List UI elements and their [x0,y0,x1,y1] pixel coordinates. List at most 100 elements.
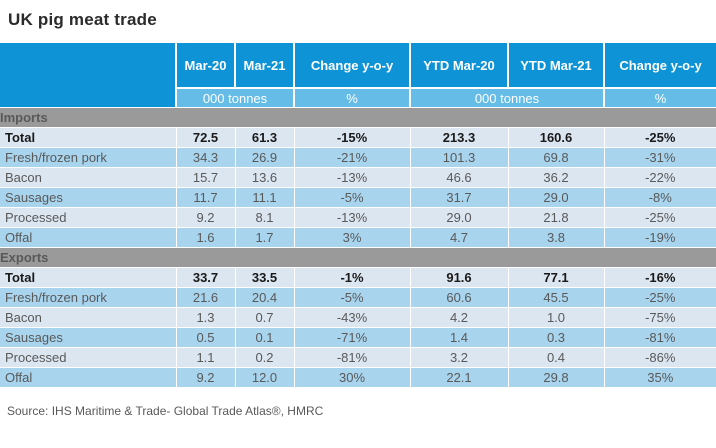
table-cell: 45.5 [507,287,604,308]
table-cell: -25% [603,207,716,228]
table-cell: 3.8 [507,227,604,248]
table-cell: -15% [293,127,410,148]
table-cell: -75% [603,307,716,328]
table-cell: 29.0 [409,207,508,228]
unit-label-ytd-percent: % [603,87,716,108]
table-row: Bacon 1.3 0.7 -43% 4.2 1.0 -75% [0,307,716,328]
table-cell: 8.1 [234,207,294,228]
table-cell: 3.2 [409,347,508,368]
table-cell: 15.7 [175,167,235,188]
table-cell: -81% [603,327,716,348]
table-cell: 0.5 [175,327,235,348]
unit-label-ytd-tonnes: 000 tonnes [409,87,604,108]
section-imports: Imports Total 72.5 61.3 -15% 213.3 160.6 -25% F… [0,107,716,248]
table-header: Mar-20 Mar-21 Change y-o-y YTD Mar-20 YT… [0,43,716,108]
row-label: Fresh/frozen pork [0,287,176,308]
section-title: Imports [0,107,716,128]
table-cell: -71% [293,327,410,348]
table-cell: 1.6 [175,227,235,248]
table-cell: 60.6 [409,287,508,308]
table-cell: -1% [293,267,410,288]
table-cell: 11.1 [234,187,294,208]
table-cell: 160.6 [507,127,604,148]
table-row: Processed 1.1 0.2 -81% 3.2 0.4 -86% [0,347,716,368]
table-cell: 34.3 [175,147,235,168]
table-row: Bacon 15.7 13.6 -13% 46.6 36.2 -22% [0,167,716,188]
table-cell: -43% [293,307,410,328]
table-cell: -8% [603,187,716,208]
table-cell: 213.3 [409,127,508,148]
column-header-change: Change y-o-y [293,43,410,88]
table-cell: -13% [293,167,410,188]
table-cell: -86% [603,347,716,368]
table-cell: 21.8 [507,207,604,228]
header-row: Mar-20 Mar-21 Change y-o-y YTD Mar-20 YT… [0,43,716,108]
unit-label-tonnes: 000 tonnes [175,87,294,108]
table-cell: 77.1 [507,267,604,288]
table-cell: -5% [293,187,410,208]
table-cell: 4.2 [409,307,508,328]
table-cell: 72.5 [175,127,235,148]
row-label: Total [0,127,176,148]
units-row: 000 tonnes % 000 tonnes % [0,87,716,108]
table-cell: 91.6 [409,267,508,288]
table-cell: -31% [603,147,716,168]
table-cell: 36.2 [507,167,604,188]
table-cell: 0.2 [234,347,294,368]
table-row: Total 33.7 33.5 -1% 91.6 77.1 -16% [0,267,716,288]
table-cell: 12.0 [234,367,294,387]
table-cell: 11.7 [175,187,235,208]
table-cell: -21% [293,147,410,168]
row-label: Offal [0,227,176,248]
source-attribution: Source: IHS Maritime & Trade- Global Tra… [7,404,324,418]
table-cell: 1.0 [507,307,604,328]
row-label: Bacon [0,307,176,328]
row-label: Fresh/frozen pork [0,147,176,168]
table-cell: 29.8 [507,367,604,387]
row-label: Total [0,267,176,288]
row-label: Bacon [0,167,176,188]
table-cell: 46.6 [409,167,508,188]
table-row: Sausages 0.5 0.1 -71% 1.4 0.3 -81% [0,327,716,348]
row-label: Sausages [0,187,176,208]
column-header-mar20: Mar-20 [175,43,235,88]
table-cell: 1.3 [175,307,235,328]
page-title: UK pig meat trade [8,10,157,29]
unit-label-percent: % [293,87,410,108]
section-title: Exports [0,247,716,268]
table-cell: 3% [293,227,410,248]
table-cell: 13.6 [234,167,294,188]
table-cell: -19% [603,227,716,248]
section-header-row: Exports [0,247,716,268]
table-cell: 21.6 [175,287,235,308]
section-exports: Exports Total 33.7 33.5 -1% 91.6 77.1 -16% Fres… [0,247,716,387]
table-cell: 1.7 [234,227,294,248]
table-cell: 0.7 [234,307,294,328]
table-cell: 29.0 [507,187,604,208]
table-cell: 61.3 [234,127,294,148]
table-cell: 35% [603,367,716,387]
table-row: Total 72.5 61.3 -15% 213.3 160.6 -25% [0,127,716,148]
table-cell: 69.8 [507,147,604,168]
trade-table: Mar-20 Mar-21 Change y-o-y YTD Mar-20 YT… [0,43,716,387]
table-row: Processed 9.2 8.1 -13% 29.0 21.8 -25% [0,207,716,228]
column-header-ytd-mar21: YTD Mar-21 [507,43,604,88]
table-cell: -5% [293,287,410,308]
column-header-mar21: Mar-21 [234,43,294,88]
table-cell: 4.7 [409,227,508,248]
table-cell: 1.4 [409,327,508,348]
table-cell: -25% [603,127,716,148]
section-header-row: Imports [0,107,716,128]
table-cell: 33.5 [234,267,294,288]
table-cell: 0.1 [234,327,294,348]
table-cell: -22% [603,167,716,188]
table-row: Offal 1.6 1.7 3% 4.7 3.8 -19% [0,227,716,248]
table-cell: 33.7 [175,267,235,288]
table-cell: 26.9 [234,147,294,168]
table-cell: 101.3 [409,147,508,168]
corner-cell [0,43,176,108]
table-row: Sausages 11.7 11.1 -5% 31.7 29.0 -8% [0,187,716,208]
table-cell: -25% [603,287,716,308]
table-cell: -16% [603,267,716,288]
table-cell: 0.4 [507,347,604,368]
